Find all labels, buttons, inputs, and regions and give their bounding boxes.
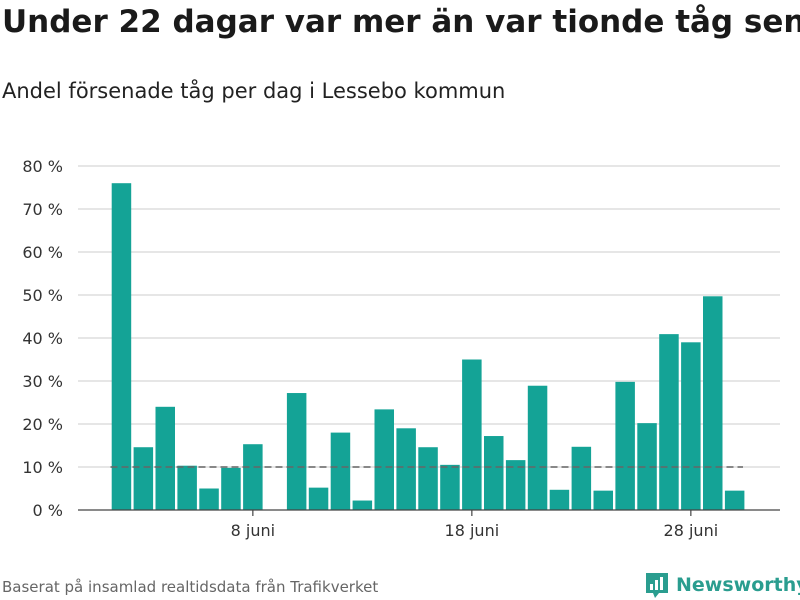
bar [243,444,263,510]
y-tick-label: 0 % [33,501,63,520]
bar [593,490,613,510]
bar [615,381,635,510]
y-tick-label: 80 % [22,157,63,176]
y-tick-label: 40 % [22,329,63,348]
brand-name: Newsworthy [676,574,800,596]
bar [330,432,351,510]
bar [703,296,723,510]
bar [527,385,548,510]
bar [374,409,394,510]
y-tick-label: 70 % [22,200,63,219]
source-note: Baserat på insamlad realtidsdata från Tr… [2,578,379,596]
newsworthy-logo-icon [646,573,668,598]
bar [724,490,745,510]
bar [221,467,241,510]
bar [659,334,679,510]
bar [111,183,132,510]
y-tick-label: 60 % [22,243,63,262]
bar [155,406,175,510]
bar [681,342,701,510]
chart-subtitle: Andel försenade tåg per dag i Lessebo ko… [2,79,506,103]
bar-chart: 0 % 10 % 20 % 30 % 40 % 50 % 60 % 70 % 80 % 8 jun… [22,157,780,540]
bar [396,428,416,510]
chart-title: Under 22 dagar var mer än var tionde tåg… [2,4,800,40]
bar [484,436,504,510]
y-tick-label: 30 % [22,372,63,391]
bar [308,487,329,510]
bar [286,393,307,510]
x-tick-label: 18 juni [445,521,500,540]
bar [440,464,460,510]
bar [352,500,373,510]
bar [199,488,219,510]
bar [177,465,197,510]
brand[interactable]: Newsworthy [644,570,800,600]
bar [462,359,482,510]
y-tick-label: 10 % [22,458,63,477]
bar [637,423,657,510]
bar [418,447,438,510]
bar [571,446,592,510]
bar [505,460,526,510]
y-tick-label: 20 % [22,415,63,434]
y-tick-label: 50 % [22,286,63,305]
bar [549,489,570,510]
x-tick-label: 8 juni [231,521,275,540]
bar [133,447,154,510]
x-tick-label: 28 juni [664,521,719,540]
